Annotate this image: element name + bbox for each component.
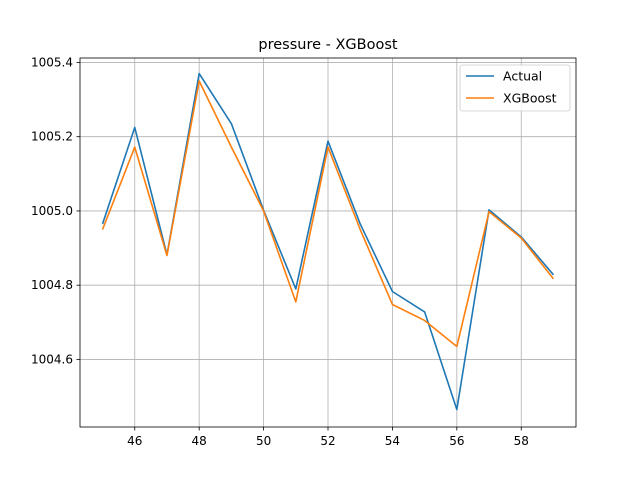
y-tick-label: 1005.0	[31, 204, 73, 218]
y-tick-label: 1004.8	[31, 278, 73, 292]
chart-title: pressure - XGBoost	[258, 37, 397, 53]
x-tick-label: 54	[385, 434, 400, 448]
series-lines	[101, 72, 555, 411]
x-tick-label: 50	[256, 434, 271, 448]
legend-label: XGBoost	[503, 91, 557, 106]
y-tick-label: 1005.4	[31, 55, 73, 69]
x-tick-label: 52	[320, 434, 335, 448]
x-tick-label: 56	[449, 434, 464, 448]
grid-lines	[80, 58, 576, 427]
y-tick-label: 1004.6	[31, 352, 73, 366]
series-line-xgboost	[101, 80, 555, 348]
x-tick-label: 48	[192, 434, 207, 448]
x-tick-label: 58	[514, 434, 529, 448]
x-tick-label: 46	[127, 434, 142, 448]
x-axis-ticks: 46 48 50 52 54 56 58	[127, 427, 529, 448]
legend-label: Actual	[503, 69, 542, 84]
y-tick-label: 1005.2	[31, 130, 73, 144]
legend: Actual XGBoost	[459, 64, 571, 112]
y-axis-ticks: 1004.6 1004.8 1005.0 1005.2 1005.4	[31, 55, 80, 366]
